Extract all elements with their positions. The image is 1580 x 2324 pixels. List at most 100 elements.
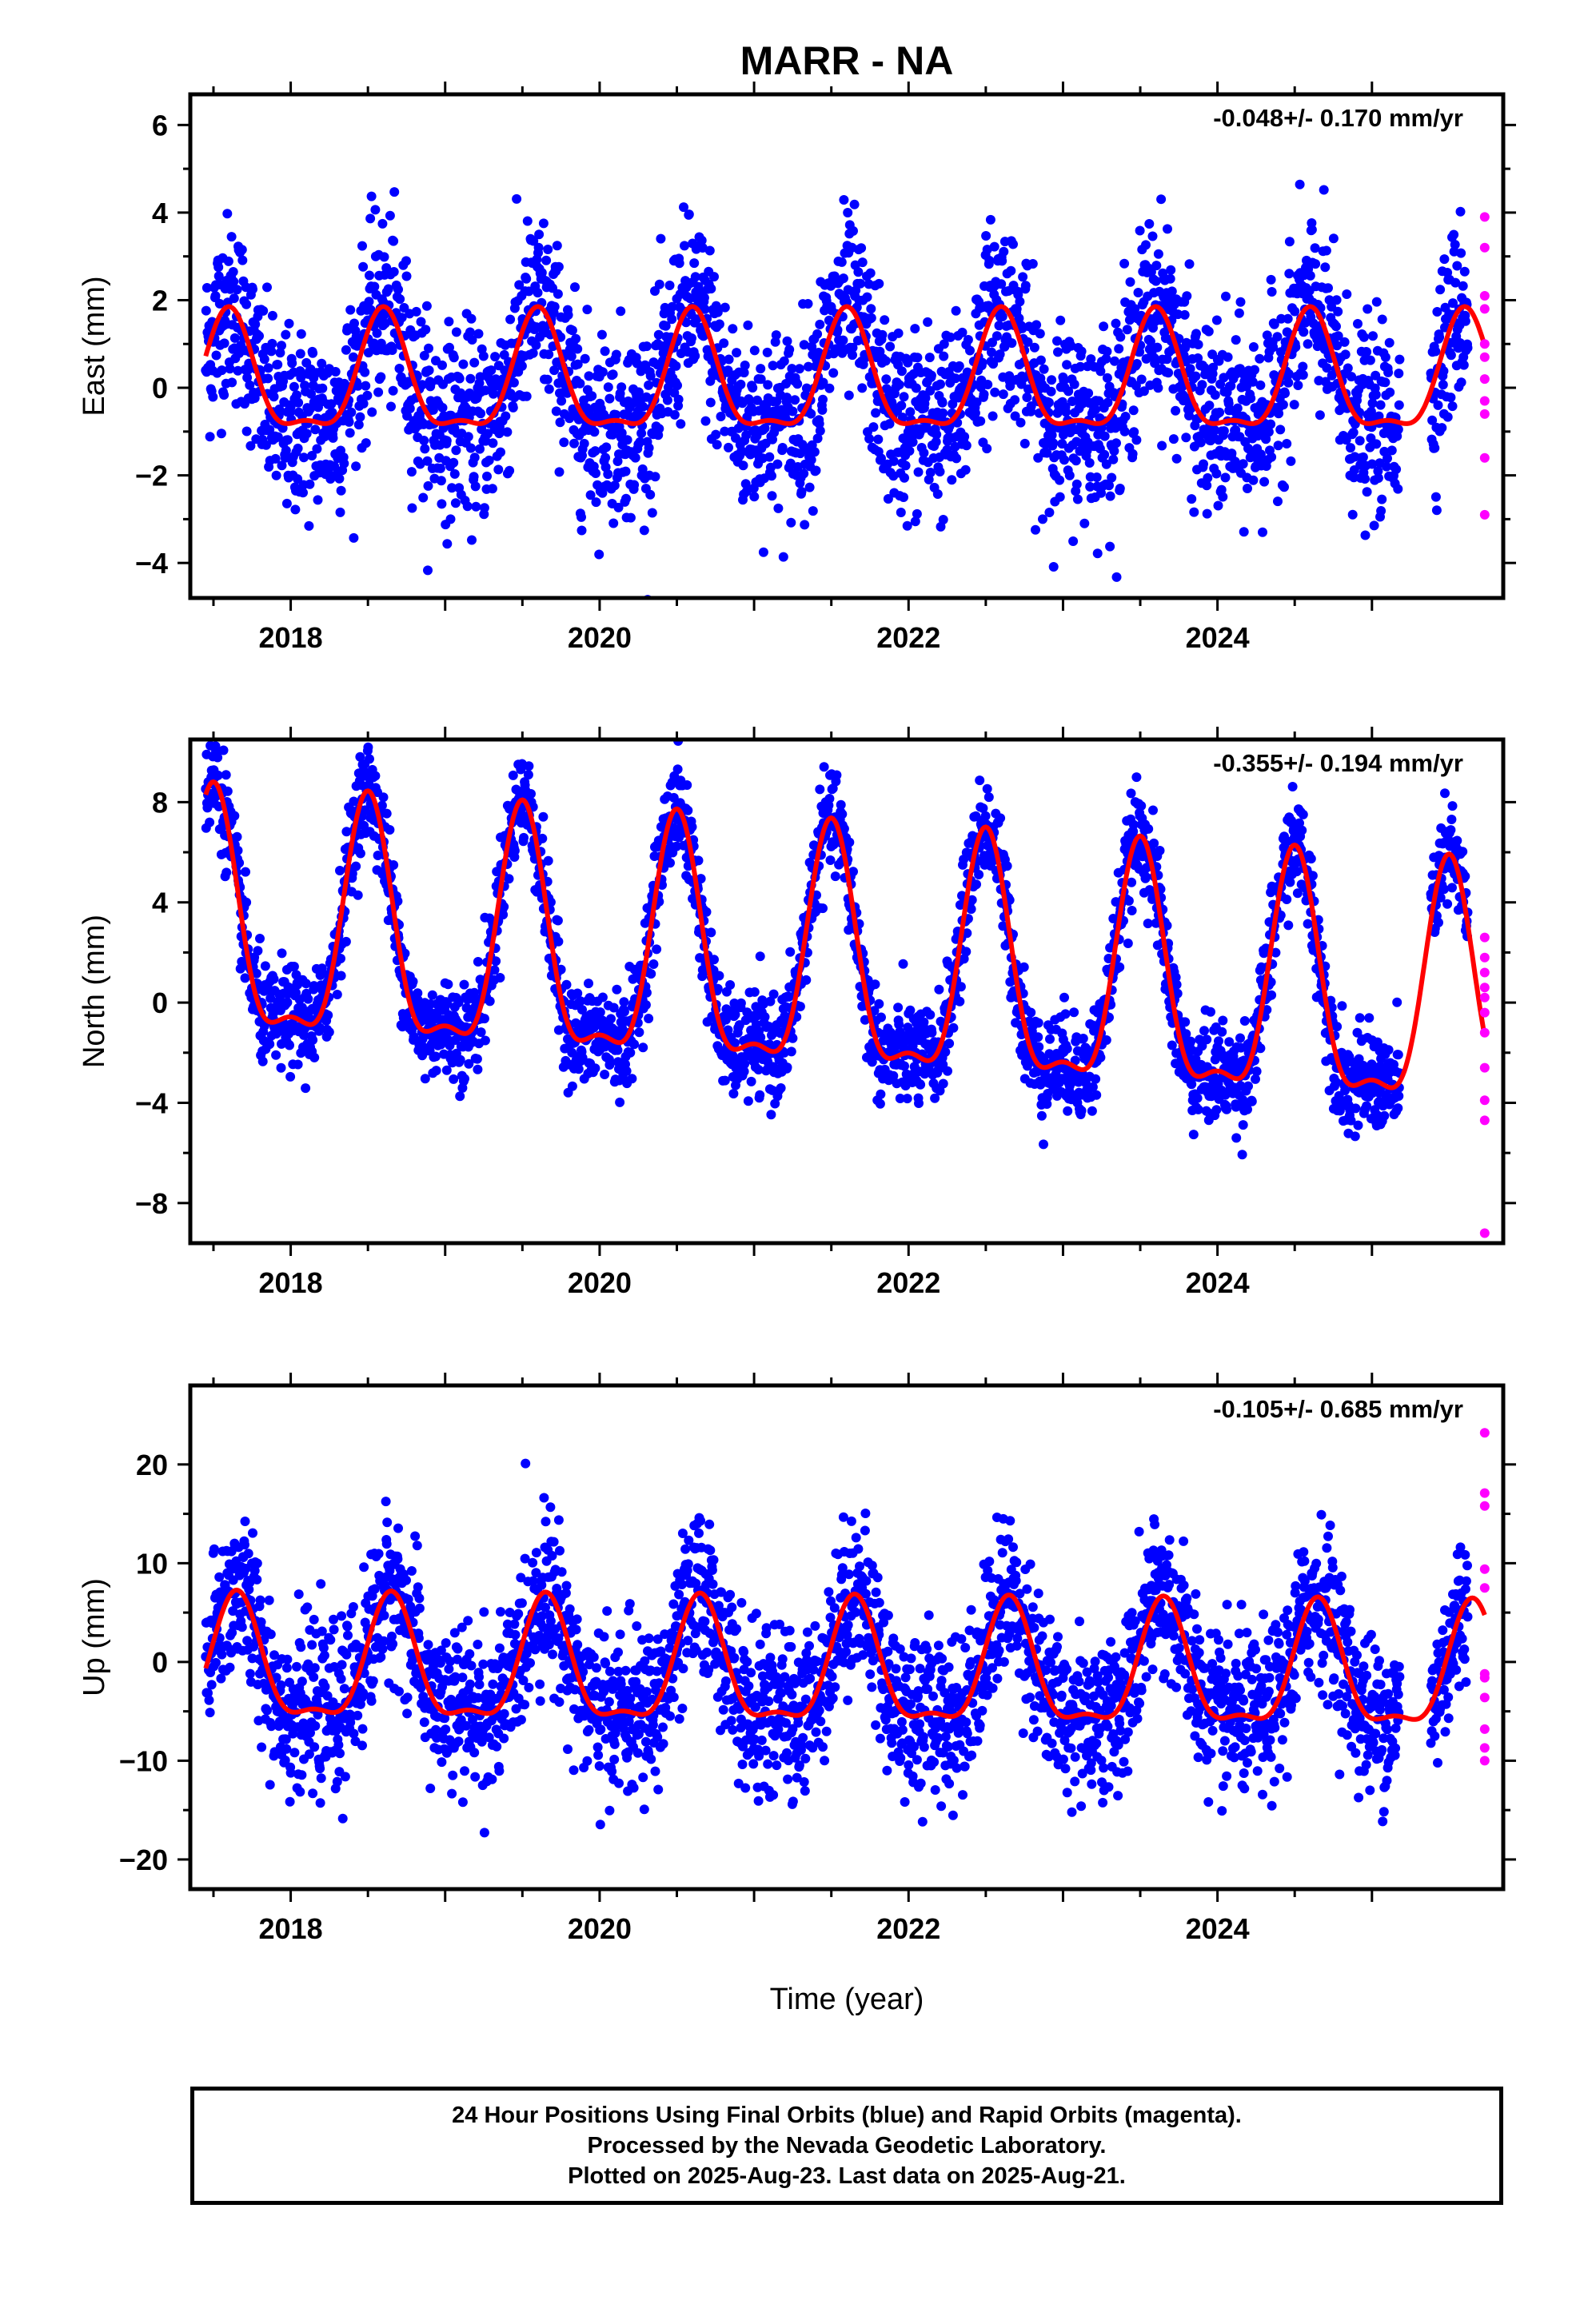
final-orbit-point: [229, 293, 239, 303]
final-orbit-point: [469, 472, 479, 481]
final-orbit-point: [995, 813, 1005, 823]
final-orbit-point: [573, 345, 582, 354]
final-orbit-point: [213, 262, 223, 272]
final-orbit-point: [1100, 432, 1110, 441]
final-orbit-point: [799, 468, 808, 478]
final-orbit-point: [1068, 536, 1078, 546]
y-tick-label: 6: [152, 109, 168, 142]
final-orbit-point: [788, 407, 797, 417]
final-orbit-point: [1266, 420, 1275, 429]
final-orbit-point: [268, 311, 277, 321]
final-orbit-point: [1363, 305, 1372, 314]
final-orbit-point: [598, 993, 608, 1003]
final-orbit-point: [1031, 320, 1041, 329]
final-orbit-point: [1037, 1111, 1047, 1121]
final-orbit-point: [389, 237, 398, 246]
final-orbit-point: [810, 447, 820, 456]
final-orbit-point: [604, 1060, 614, 1070]
final-orbit-point: [812, 466, 821, 476]
final-orbit-point: [1018, 272, 1027, 281]
final-orbit-point: [720, 303, 730, 313]
final-orbit-point: [783, 337, 792, 346]
final-orbit-point: [1259, 477, 1269, 487]
final-orbit-point: [217, 429, 226, 438]
final-orbit-point: [488, 484, 497, 493]
final-orbit-point: [878, 330, 888, 340]
final-orbit-point: [984, 792, 994, 802]
final-orbit-point: [750, 987, 760, 997]
final-orbit-point: [912, 384, 921, 393]
final-orbit-point: [1394, 369, 1403, 378]
final-orbit-point: [1349, 428, 1359, 437]
final-orbit-point: [1035, 329, 1045, 338]
final-orbit-point: [1233, 404, 1243, 413]
final-orbit-point: [1156, 194, 1166, 204]
final-orbit-point: [1114, 344, 1123, 353]
final-orbit-point: [961, 465, 971, 475]
final-orbit-point: [1039, 1139, 1048, 1149]
final-orbit-point: [464, 432, 473, 441]
final-orbit-point: [785, 947, 795, 957]
final-orbit-point: [1044, 508, 1054, 517]
final-orbit-point: [382, 809, 392, 819]
rapid-orbit-point: [1480, 304, 1490, 313]
final-orbit-point: [1437, 423, 1446, 433]
final-orbit-point: [223, 787, 233, 796]
final-orbit-point: [923, 317, 932, 327]
final-orbit-point: [1191, 329, 1201, 338]
final-orbit-point: [265, 1039, 274, 1049]
final-orbit-point: [370, 205, 380, 214]
final-orbit-point: [365, 754, 374, 763]
final-orbit-point: [1393, 484, 1402, 494]
final-orbit-point: [395, 364, 405, 373]
final-orbit-point: [749, 492, 759, 501]
final-orbit-point: [449, 458, 458, 468]
final-orbit-point: [786, 518, 796, 528]
final-orbit-point: [1249, 342, 1259, 352]
final-orbit-point: [293, 1060, 303, 1070]
final-orbit-point: [606, 1014, 616, 1023]
final-orbit-point: [1362, 347, 1371, 357]
final-orbit-point: [553, 289, 563, 299]
final-orbit-point: [671, 361, 680, 371]
final-orbit-point: [577, 512, 586, 522]
final-orbit-point: [460, 1074, 469, 1083]
final-orbit-point: [747, 1077, 756, 1086]
final-orbit-point: [701, 417, 711, 426]
final-orbit-point: [590, 446, 600, 456]
final-orbit-point: [684, 209, 694, 219]
final-orbit-point: [1047, 387, 1056, 397]
final-orbit-point: [1438, 380, 1448, 389]
final-orbit-point: [927, 371, 936, 381]
final-orbit-point: [621, 494, 631, 504]
final-orbit-point: [1083, 389, 1093, 398]
final-orbit-point: [241, 300, 251, 309]
final-orbit-point: [818, 395, 828, 405]
final-orbit-point: [933, 489, 943, 499]
final-orbit-point: [1342, 289, 1351, 299]
final-orbit-point: [1460, 267, 1470, 277]
final-orbit-point: [836, 800, 846, 810]
final-orbit-point: [1282, 439, 1291, 448]
final-orbit-point: [277, 1063, 286, 1073]
final-orbit-point: [1430, 347, 1440, 357]
final-orbit-point: [974, 870, 984, 879]
final-orbit-point: [509, 771, 518, 780]
final-orbit-point: [652, 944, 661, 954]
final-orbit-point: [271, 1050, 281, 1060]
final-orbit-point: [1372, 297, 1382, 307]
final-orbit-point: [965, 346, 975, 356]
final-orbit-point: [393, 285, 403, 294]
final-orbit-point: [934, 985, 944, 995]
final-orbit-point: [616, 382, 626, 392]
final-orbit-point: [938, 398, 948, 408]
final-orbit-point: [839, 195, 848, 205]
final-orbit-point: [1385, 338, 1394, 348]
final-orbit-point: [608, 519, 618, 528]
final-orbit-point: [648, 508, 657, 518]
final-orbit-point: [1099, 450, 1109, 460]
final-orbit-point: [287, 358, 297, 368]
final-orbit-point: [258, 1057, 268, 1066]
final-orbit-point: [331, 367, 341, 377]
